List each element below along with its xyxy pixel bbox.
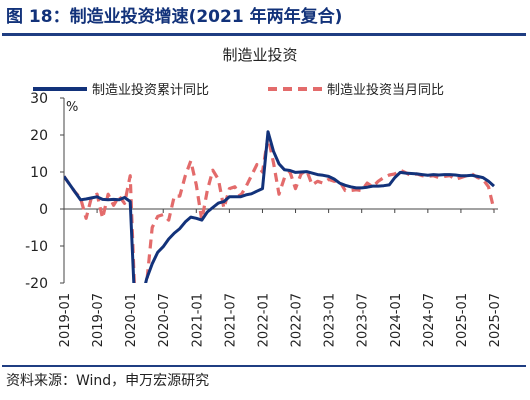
y-tick-label: -20	[25, 276, 48, 292]
x-axis: 2019-01 2019-07 2020-01 2020-07 2021-01 2021-…	[58, 208, 503, 347]
series-layer	[64, 130, 496, 283]
x-tick-label: 2024-01	[389, 293, 404, 347]
x-tick-label: 2022-01	[256, 293, 271, 347]
legend: 制造业投资累计同比 制造业投资当月同比	[33, 82, 444, 98]
x-tick-label: 2023-01	[323, 293, 338, 347]
chart-title: 制造业投资	[222, 46, 297, 64]
y-tick-label: 0	[39, 202, 48, 218]
top-rule	[2, 33, 526, 36]
series-line-cumulative	[64, 130, 495, 283]
legend-label-cumulative: 制造业投资累计同比	[92, 82, 209, 98]
x-tick-label: 2024-07	[422, 293, 437, 347]
x-tick-label: 2025-01	[455, 293, 470, 347]
x-tick-label: 2019-01	[58, 293, 73, 347]
x-tick-label: 2021-01	[190, 293, 205, 347]
figure-title: 图 18：制造业投资增速(2021 年两年复合)	[6, 7, 343, 27]
legend-label-monthly: 制造业投资当月同比	[327, 82, 444, 98]
x-tick-label: 2019-07	[91, 293, 106, 347]
y-tick-label: 20	[30, 128, 48, 144]
x-tick-label: 2020-01	[124, 293, 139, 347]
y-axis: -20 -10 0 10 20 30	[25, 91, 65, 292]
x-tick-label: 2020-07	[157, 293, 172, 347]
y-tick-label: -10	[25, 239, 48, 255]
y-tick-label: 30	[30, 91, 48, 107]
source-note: 资料来源：Wind，申万宏源研究	[6, 373, 210, 389]
x-tick-label: 2023-07	[356, 293, 371, 347]
chart: 制造业投资 制造业投资累计同比 制造业投资当月同比 % -20 -10 0 10 20 3…	[25, 46, 503, 347]
y-tick-label: 10	[30, 165, 48, 181]
x-tick-label: 2025-07	[488, 293, 503, 347]
x-tick-label: 2022-07	[290, 293, 305, 347]
y-axis-unit: %	[66, 100, 78, 115]
x-tick-label: 2021-07	[223, 293, 238, 347]
bottom-rule	[2, 365, 526, 367]
